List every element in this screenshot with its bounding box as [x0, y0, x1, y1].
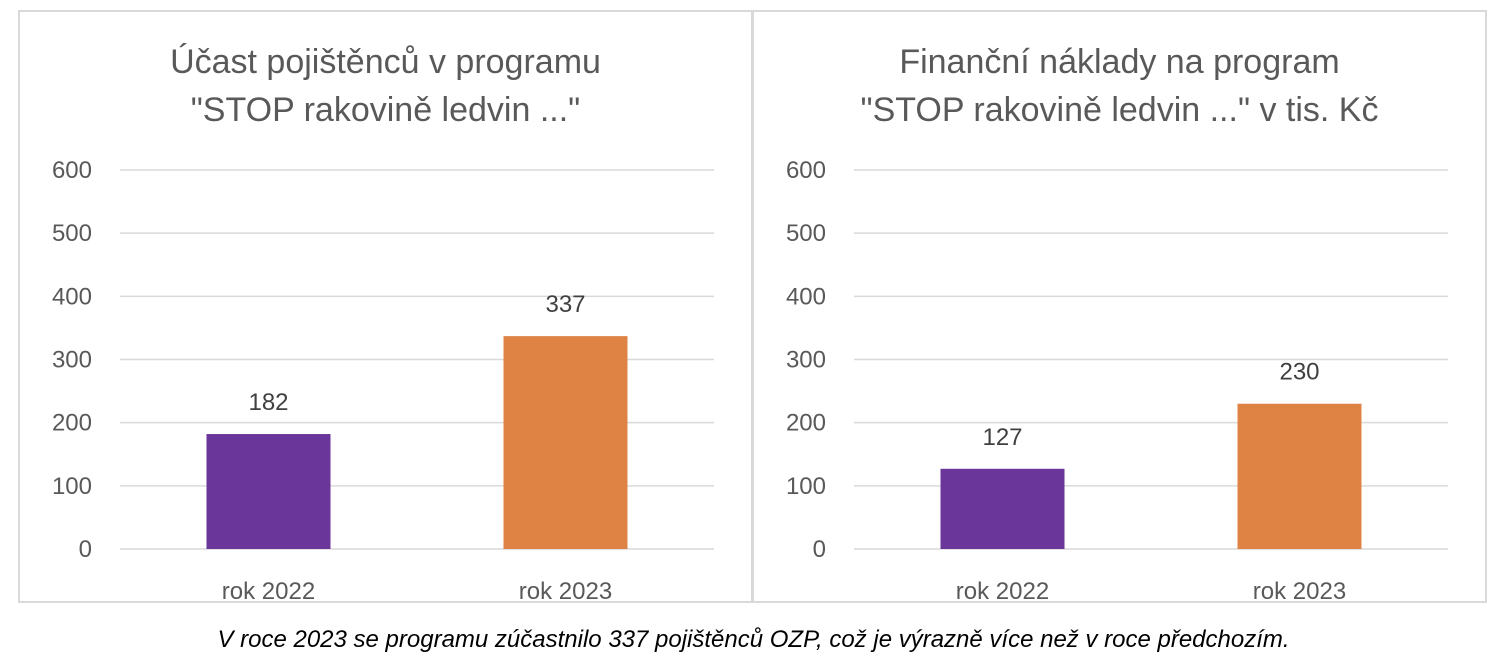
y-tick-label: 200 [52, 410, 92, 437]
x-tick-label: rok 2022 [956, 578, 1049, 605]
chart-title-line-2: "STOP rakovině ledvin ..." v tis. Kč [860, 91, 1379, 129]
y-tick-label: 500 [786, 220, 826, 247]
data-label: 337 [545, 291, 585, 318]
y-tick-label: 500 [52, 220, 92, 247]
y-tick-label: 200 [786, 410, 826, 437]
data-label: 182 [248, 389, 288, 416]
y-tick-label: 300 [786, 347, 826, 374]
chart-title-line-1: Finanční náklady na program [899, 43, 1340, 81]
chart-plot-area: 0 100 200 300 400 500 600 127 rok 2022 230 rok 202… [786, 157, 1448, 605]
chart-title-line-2: "STOP rakovině ledvin ..." [190, 91, 581, 129]
y-tick-label: 400 [786, 283, 826, 310]
data-label: 230 [1279, 359, 1319, 386]
bar [940, 468, 1065, 549]
data-label: 127 [982, 424, 1022, 451]
bar [503, 336, 628, 549]
chart-participation: Účast pojištěnců v programu "STOP rakovi… [18, 10, 753, 605]
bar [206, 434, 331, 549]
chart-plot-area: 0 100 200 300 400 500 600 182 rok 2022 337 rok 202… [52, 157, 714, 605]
y-tick-label: 300 [52, 347, 92, 374]
figure-caption: V roce 2023 se programu zúčastnilo 337 p… [217, 626, 1290, 653]
y-tick-label: 100 [52, 473, 92, 500]
chart-title: Finanční náklady na program "STOP rakovi… [754, 38, 1485, 134]
y-tick-label: 0 [79, 536, 92, 563]
x-tick-label: rok 2023 [1253, 578, 1346, 605]
chart-costs: Finanční náklady na program "STOP rakovi… [752, 10, 1487, 605]
bar [1237, 403, 1362, 549]
y-tick-label: 400 [52, 283, 92, 310]
y-tick-label: 100 [786, 473, 826, 500]
y-tick-label: 0 [813, 536, 826, 563]
x-tick-label: rok 2022 [222, 578, 315, 605]
y-tick-label: 600 [786, 157, 826, 184]
y-tick-label: 600 [52, 157, 92, 184]
x-tick-label: rok 2023 [519, 578, 612, 605]
chart-title-line-1: Účast pojištěnců v programu [170, 43, 601, 81]
chart-title: Účast pojištěnců v programu "STOP rakovi… [20, 38, 751, 134]
